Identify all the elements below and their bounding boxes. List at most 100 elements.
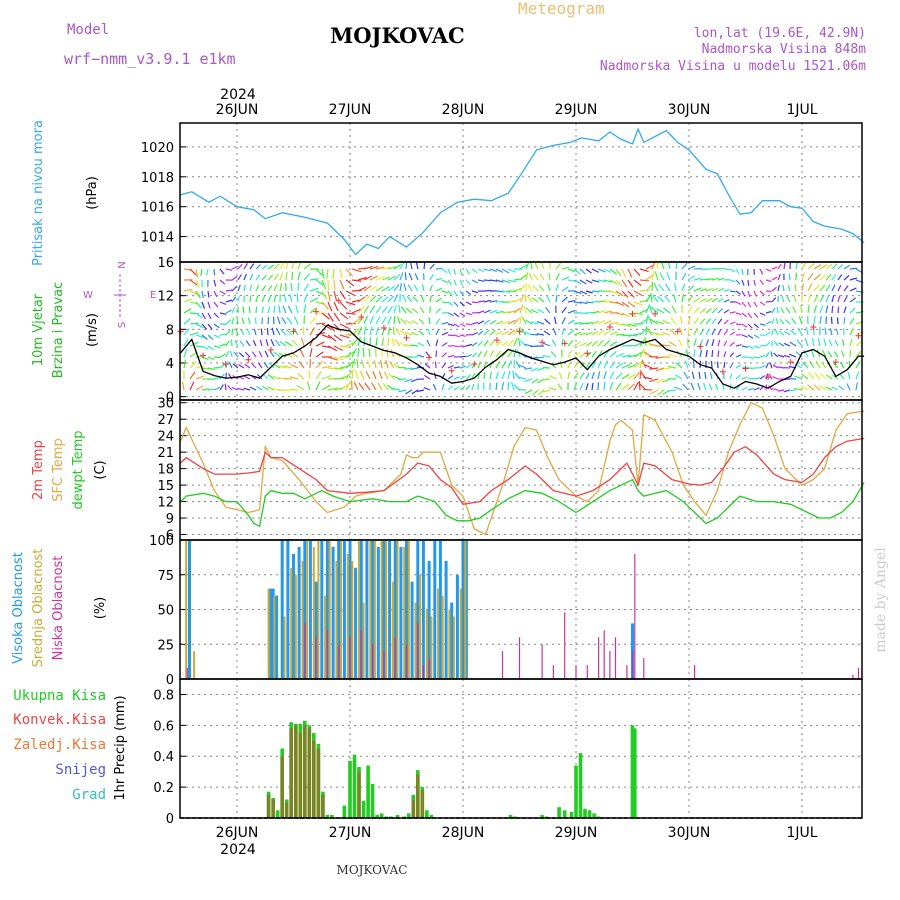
wind-arrow xyxy=(315,341,325,347)
wind-arrow xyxy=(453,386,460,391)
high-cloud-bar xyxy=(342,540,346,679)
wind-arrow xyxy=(519,305,524,314)
wind-arrow xyxy=(501,330,510,336)
wind-arrow xyxy=(327,367,339,370)
wind-arrow xyxy=(429,295,432,303)
elevation-label: Nadmorska Visina 848m xyxy=(702,42,867,57)
wind-arrow xyxy=(524,389,533,395)
wind-arrow xyxy=(231,286,237,292)
wind-arrow xyxy=(653,282,659,292)
wind-arrow xyxy=(381,266,391,270)
wind-arrow xyxy=(261,264,268,270)
wind-arrow xyxy=(591,382,594,391)
wind-arrow xyxy=(559,360,563,369)
wind-arrow xyxy=(603,279,612,283)
wind-arrow xyxy=(603,350,610,358)
wind-arrow xyxy=(315,279,324,286)
wind-arrow xyxy=(393,284,400,292)
wind-arrow xyxy=(447,301,454,306)
wind-arrow xyxy=(567,339,574,347)
wind-arrow xyxy=(709,372,713,380)
wind-arrow xyxy=(849,297,857,303)
wind-arrow xyxy=(271,327,275,336)
wind-arrow xyxy=(273,263,280,270)
wind-arrow xyxy=(526,295,533,303)
convective-rain-bar xyxy=(266,794,271,818)
wind-arrow xyxy=(705,318,712,325)
wind-arrow xyxy=(819,294,825,303)
mid-cloud-bar xyxy=(459,588,462,679)
wind-arrow xyxy=(827,350,833,358)
wind-arrow xyxy=(667,389,677,392)
wind-arrow xyxy=(290,363,299,369)
wind-arrow xyxy=(792,306,797,314)
wind-arrow xyxy=(459,323,466,327)
wind-arrow xyxy=(285,328,293,336)
wind-arrow xyxy=(247,317,251,325)
wind-arrow xyxy=(453,323,460,328)
wind-arrow xyxy=(267,306,271,314)
wind-arrow xyxy=(523,305,527,314)
wind-arrow xyxy=(825,284,831,292)
gust-marker xyxy=(832,358,839,365)
wind-arrow xyxy=(555,294,558,303)
wind-arrow xyxy=(777,284,780,292)
wind-arrow xyxy=(547,283,551,292)
wind-arrow xyxy=(579,332,588,336)
wind-arrow xyxy=(666,272,671,281)
wind-arrow xyxy=(381,316,387,325)
wind-arrow xyxy=(567,279,576,282)
wind-arrow xyxy=(195,365,205,369)
gust-marker xyxy=(471,361,478,368)
wind-arrow xyxy=(418,318,425,325)
wind-arrow xyxy=(321,334,332,339)
low-cloud-bar xyxy=(315,637,317,679)
wind-arrow xyxy=(273,305,276,314)
wind-arrow xyxy=(441,331,449,336)
wind-arrow xyxy=(382,382,389,391)
wind-arrow xyxy=(278,305,281,314)
wind-arrow xyxy=(693,307,700,314)
wind-arrow xyxy=(398,305,401,314)
wind-arrow xyxy=(225,350,229,358)
wind-arrow xyxy=(483,319,491,325)
wind-arrow xyxy=(759,323,766,326)
wind-arrow xyxy=(669,329,677,336)
wind-arrow xyxy=(567,371,570,380)
wind-arrow xyxy=(591,268,599,273)
wind-arrow xyxy=(371,382,377,391)
wind-arrow xyxy=(387,305,394,314)
wind-arrow xyxy=(333,345,344,351)
wind-arrow xyxy=(421,284,425,292)
wind-arrow xyxy=(510,381,515,391)
wind-arrow xyxy=(512,370,515,380)
wind-arrow xyxy=(404,367,413,370)
wind-arrow xyxy=(627,373,636,380)
wind-arrow xyxy=(831,306,834,314)
wind-arrow xyxy=(771,318,775,325)
wind-arrow xyxy=(309,348,313,358)
wind-arrow xyxy=(555,283,559,292)
wind-arrow xyxy=(847,371,851,380)
top-date-label: 29JUN xyxy=(555,102,598,118)
wind-arrow xyxy=(711,317,717,325)
convective-rain-bar xyxy=(321,794,325,818)
wind-arrow xyxy=(597,310,606,314)
high-cloud-bar xyxy=(438,540,442,679)
low-cloud-bar xyxy=(552,665,554,679)
wind-arrow xyxy=(299,349,305,358)
convective-rain-bar xyxy=(294,725,298,818)
wind-arrow xyxy=(351,308,362,314)
wind-arrow xyxy=(771,286,777,292)
wind-arrow xyxy=(615,312,625,316)
wind-arrow xyxy=(459,355,467,358)
wind-arrow xyxy=(339,384,349,391)
wind-arrow xyxy=(585,383,589,391)
wind-arrow xyxy=(183,338,189,347)
wind-arrow xyxy=(471,321,479,325)
wind-arrow xyxy=(717,287,725,292)
wind-arrow xyxy=(674,282,677,292)
wind-arrow xyxy=(412,296,419,303)
wind-arrow xyxy=(237,263,243,270)
y-tick-label: 0 xyxy=(166,673,174,688)
